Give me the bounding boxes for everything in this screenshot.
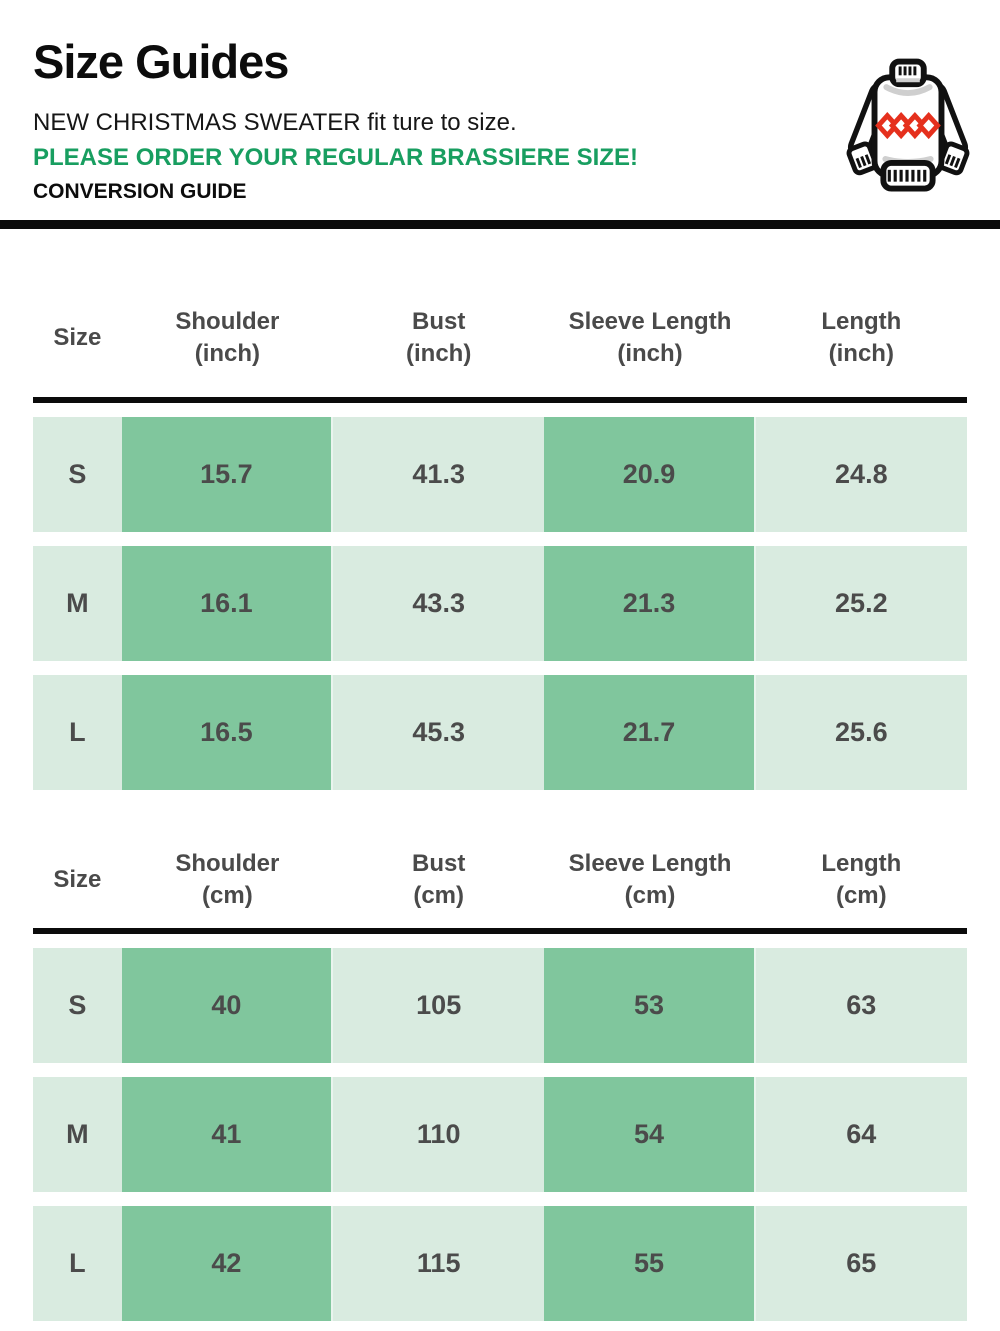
page-title: Size Guides: [33, 35, 289, 88]
conversion-guide-label: CONVERSION GUIDE: [33, 180, 247, 203]
header-label: Shoulder: [175, 849, 280, 877]
header-unit: (inch): [617, 340, 683, 367]
page-header: Size Guides NEW CHRISTMAS SWEATER fit tu…: [0, 0, 1000, 216]
header-unit: (cm): [835, 882, 887, 909]
header-unit: (cm): [202, 882, 253, 909]
header-cell-bust: Bust (cm): [333, 848, 544, 913]
header-cell-length: Length (inch): [756, 306, 967, 371]
value-cell-sleeve: 21.7: [544, 675, 756, 790]
header-cell-sleeve-length: Sleeve Length (inch): [544, 306, 755, 371]
value-cell-length: 25.6: [755, 675, 967, 790]
size-table-inch: Size Shoulder (inch) Bust (inch) Sleeve …: [33, 279, 967, 790]
size-cell: S: [33, 417, 122, 532]
table-header-rule: [33, 928, 967, 934]
value-cell-sleeve: 55: [544, 1206, 756, 1321]
header-cell-shoulder: Shoulder (cm): [122, 848, 333, 913]
header-unit: (inch): [194, 340, 261, 367]
top-divider-bar: [0, 220, 1000, 229]
table-row-m: M 16.1 43.3 21.3 25.2: [33, 546, 967, 661]
value-cell-length: 25.2: [755, 546, 967, 661]
sweater-icon-svg: [846, 58, 970, 192]
size-cell: L: [33, 675, 122, 790]
value-cell-sleeve: 53: [544, 948, 756, 1063]
size-cell: M: [33, 546, 122, 661]
value-cell-length: 63: [755, 948, 967, 1063]
value-cell-shoulder: 40: [121, 948, 334, 1063]
header-label: Shoulder: [175, 307, 280, 335]
header-unit: (inch): [406, 340, 472, 367]
value-cell-shoulder: 16.1: [121, 546, 334, 661]
header-cell-sleeve-length: Sleeve Length (cm): [544, 848, 755, 913]
table-row-s: S 15.7 41.3 20.9 24.8: [33, 417, 967, 532]
christmas-sweater-icon: [844, 54, 972, 202]
table-row-m: M 41 110 54 64: [33, 1077, 967, 1192]
size-cell: M: [33, 1077, 122, 1192]
table-row-l: L 42 115 55 65: [33, 1206, 967, 1321]
value-cell-length: 24.8: [755, 417, 967, 532]
value-cell-bust: 41.3: [333, 417, 545, 532]
header-label: Size: [53, 865, 102, 893]
size-table-cm: Size Shoulder (cm) Bust (cm) Sleeve Leng…: [33, 832, 967, 1321]
header-label: Sleeve Length: [568, 849, 732, 877]
value-cell-shoulder: 41: [121, 1077, 334, 1192]
value-cell-length: 64: [755, 1077, 967, 1192]
header-unit: (inch): [828, 340, 894, 367]
header-label: Length: [821, 849, 902, 877]
header-unit: (cm): [624, 882, 676, 909]
header-label: Bust: [412, 307, 466, 335]
value-cell-bust: 115: [333, 1206, 545, 1321]
value-cell-bust: 105: [333, 948, 545, 1063]
table-row-s: S 40 105 53 63: [33, 948, 967, 1063]
size-cell: L: [33, 1206, 122, 1321]
fit-note: NEW CHRISTMAS SWEATER fit ture to size.: [33, 109, 517, 136]
value-cell-shoulder: 16.5: [121, 675, 334, 790]
table-header-row-cm: Size Shoulder (cm) Bust (cm) Sleeve Leng…: [33, 832, 967, 928]
size-cell: S: [33, 948, 122, 1063]
table-header-rule: [33, 397, 967, 403]
table-row-l: L 16.5 45.3 21.7 25.6: [33, 675, 967, 790]
header-label: Length: [821, 307, 902, 335]
header-label: Sleeve Length: [568, 307, 732, 335]
header-text-block: Size Guides NEW CHRISTMAS SWEATER fit tu…: [33, 30, 638, 216]
header-cell-size: Size: [33, 322, 122, 354]
header-cell-length: Length (cm): [756, 848, 967, 913]
value-cell-length: 65: [755, 1206, 967, 1321]
value-cell-bust: 110: [333, 1077, 545, 1192]
header-cell-bust: Bust (inch): [333, 306, 544, 371]
value-cell-shoulder: 42: [121, 1206, 334, 1321]
header-label: Size: [53, 323, 102, 351]
value-cell-shoulder: 15.7: [121, 417, 334, 532]
table-header-row-inch: Size Shoulder (inch) Bust (inch) Sleeve …: [33, 279, 967, 397]
value-cell-sleeve: 21.3: [544, 546, 756, 661]
header-cell-size: Size: [33, 864, 122, 896]
header-label: Bust: [412, 849, 466, 877]
order-size-note: PLEASE ORDER YOUR REGULAR BRASSIERE SIZE…: [33, 144, 638, 171]
header-cell-shoulder: Shoulder (inch): [122, 306, 333, 371]
value-cell-bust: 45.3: [333, 675, 545, 790]
value-cell-sleeve: 20.9: [544, 417, 756, 532]
value-cell-sleeve: 54: [544, 1077, 756, 1192]
header-unit: (cm): [413, 882, 465, 909]
value-cell-bust: 43.3: [333, 546, 545, 661]
